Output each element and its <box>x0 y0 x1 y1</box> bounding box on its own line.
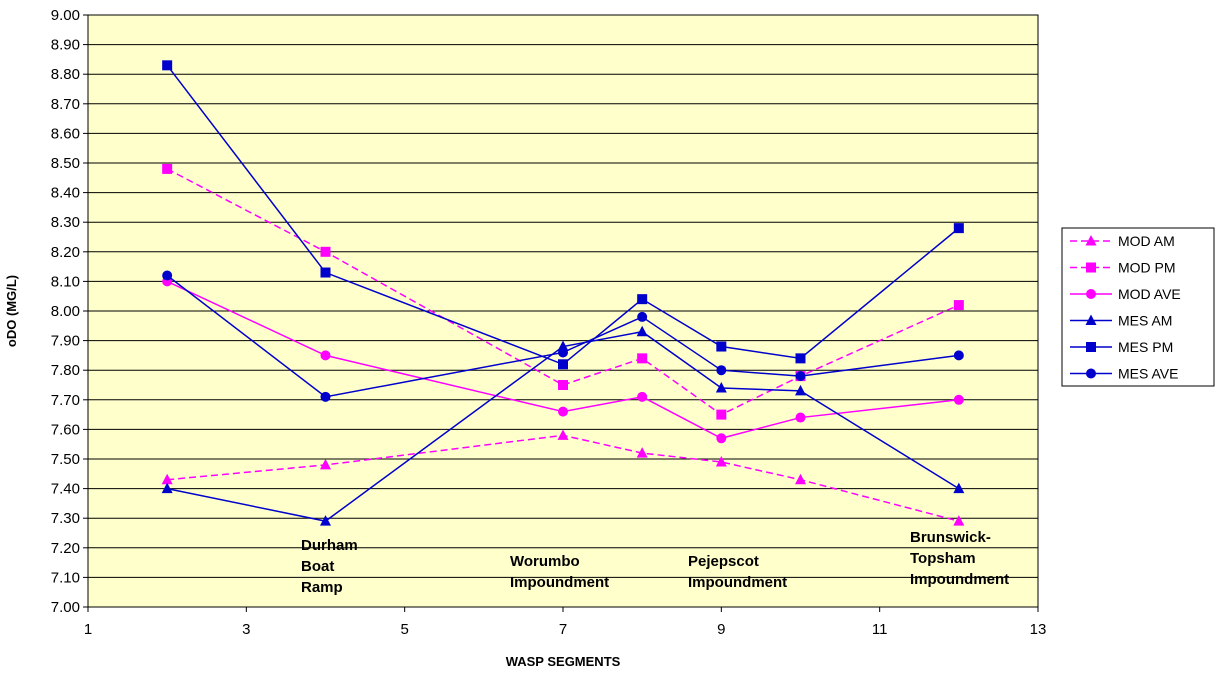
legend-box <box>1062 228 1214 386</box>
data-point <box>321 392 331 402</box>
annotation-line: Impoundment <box>688 574 787 591</box>
legend-label: MOD PM <box>1118 260 1176 276</box>
data-point <box>637 392 647 402</box>
y-tick-label: 8.00 <box>51 303 80 320</box>
data-point <box>954 223 964 233</box>
data-point <box>558 347 568 357</box>
legend-marker <box>1086 263 1096 273</box>
data-point <box>796 353 806 363</box>
y-tick-label: 8.60 <box>51 125 80 142</box>
annotation-line: Brunswick- <box>910 529 991 546</box>
legend-label: MES PM <box>1118 339 1173 355</box>
legend-marker <box>1086 289 1096 299</box>
annotation-line: Impoundment <box>910 571 1009 588</box>
data-point <box>716 410 726 420</box>
data-point <box>716 342 726 352</box>
y-tick-label: 7.80 <box>51 362 80 379</box>
data-point <box>321 268 331 278</box>
legend-marker <box>1086 342 1096 352</box>
y-tick-label: 8.30 <box>51 214 80 231</box>
annotation-line: Durham <box>301 537 358 554</box>
data-point <box>954 300 964 310</box>
annotation-line: Boat <box>301 558 334 575</box>
data-point <box>637 294 647 304</box>
data-point <box>558 359 568 369</box>
data-point <box>796 413 806 423</box>
data-point <box>321 247 331 257</box>
y-tick-label: 8.90 <box>51 37 80 54</box>
x-tick-label: 11 <box>872 621 888 638</box>
legend-label: MES AVE <box>1118 366 1178 382</box>
y-tick-label: 8.70 <box>51 96 80 113</box>
legend-label: MOD AM <box>1118 233 1175 249</box>
data-point <box>162 60 172 70</box>
x-tick-label: 13 <box>1030 621 1047 638</box>
data-point <box>558 407 568 417</box>
annotation-line: Topsham <box>910 550 976 567</box>
annotation-line: Impoundment <box>510 574 609 591</box>
data-point <box>716 365 726 375</box>
y-tick-label: 7.40 <box>51 481 80 498</box>
y-tick-label: 8.80 <box>51 66 80 83</box>
y-tick-label: 8.40 <box>51 185 80 202</box>
annotation-line: Ramp <box>301 579 343 596</box>
y-axis-ticks: 7.00 7.10 7.20 7.30 7.40 7.50 7.60 7.70 7.80 7.90… <box>51 7 88 616</box>
data-point <box>796 371 806 381</box>
legend-marker <box>1086 369 1096 379</box>
legend-label: MOD AVE <box>1118 286 1181 302</box>
y-tick-label: 8.20 <box>51 244 80 261</box>
data-point <box>954 350 964 360</box>
x-tick-label: 1 <box>84 621 92 638</box>
data-point <box>558 380 568 390</box>
legend-label: MES AM <box>1118 313 1172 329</box>
y-tick-label: 7.20 <box>51 540 80 557</box>
data-point <box>321 350 331 360</box>
data-point <box>954 395 964 405</box>
data-point <box>162 270 172 280</box>
data-point <box>637 353 647 363</box>
y-tick-label: 7.30 <box>51 510 80 527</box>
data-point <box>637 312 647 322</box>
x-axis-ticks: 1 3 5 7 9 11 13 <box>84 607 1047 638</box>
y-axis-title: oDO (MG/L) <box>4 275 19 347</box>
y-tick-label: 8.50 <box>51 155 80 172</box>
data-point <box>716 433 726 443</box>
y-tick-label: 7.00 <box>51 599 80 616</box>
x-tick-label: 5 <box>400 621 408 638</box>
data-point <box>162 164 172 174</box>
x-tick-label: 3 <box>242 621 250 638</box>
y-tick-label: 7.10 <box>51 569 80 586</box>
y-tick-label: 9.00 <box>51 7 80 24</box>
y-tick-label: 8.10 <box>51 273 80 290</box>
x-tick-label: 7 <box>559 621 567 638</box>
annotation-line: Worumbo <box>510 553 580 570</box>
y-tick-label: 7.70 <box>51 392 80 409</box>
x-tick-label: 9 <box>717 621 725 638</box>
x-axis-title: WASP SEGMENTS <box>506 654 621 669</box>
y-tick-label: 7.60 <box>51 421 80 438</box>
y-tick-label: 7.90 <box>51 333 80 350</box>
y-tick-label: 7.50 <box>51 451 80 468</box>
annotation-line: Pejepscot <box>688 553 759 570</box>
